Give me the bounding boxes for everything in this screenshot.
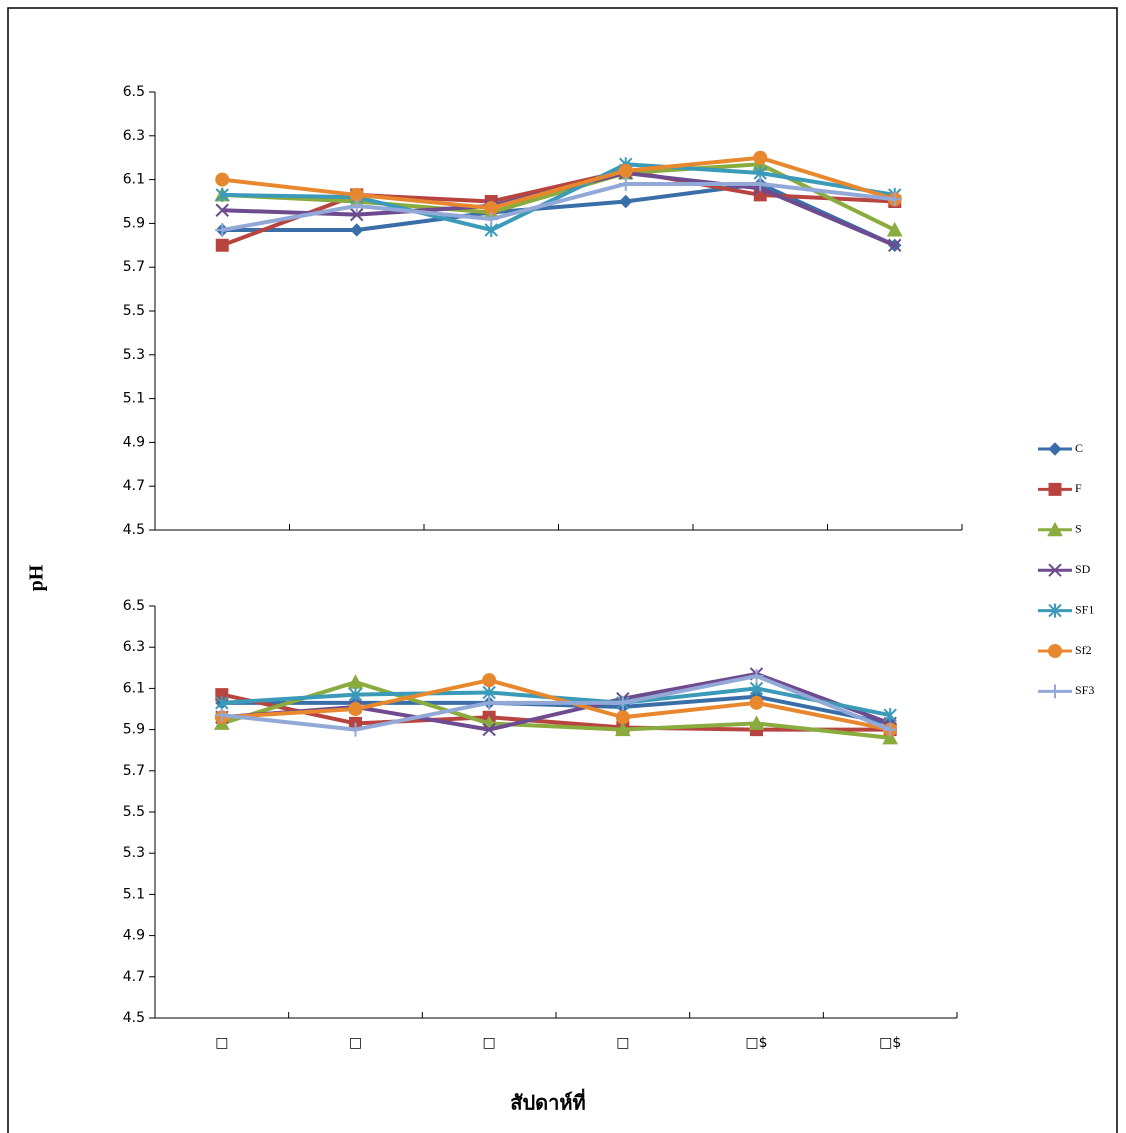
series-line (221, 680, 891, 740)
point (215, 238, 229, 252)
point (883, 708, 897, 723)
y-tick-label: 4.5 (123, 1010, 145, 1026)
point (215, 172, 230, 187)
y-tick-label: 5.7 (123, 259, 145, 275)
legend-label: S (1075, 522, 1082, 536)
point (350, 207, 364, 222)
point (349, 198, 364, 213)
point (749, 681, 764, 696)
legend-label: SF1 (1075, 602, 1094, 616)
point (214, 708, 229, 723)
point (484, 212, 499, 227)
x-axis-label: สัปดาห์ที่ (510, 1088, 586, 1115)
point (348, 722, 363, 737)
point (482, 722, 496, 737)
legend-marker (1047, 521, 1063, 537)
point (215, 695, 229, 710)
legend-marker (1048, 482, 1062, 496)
x-tick-label: □ (349, 1035, 362, 1051)
y-tick-label: 4.9 (123, 928, 145, 944)
point (350, 223, 364, 237)
point (484, 201, 499, 216)
y-tick-label: 6.5 (123, 598, 145, 614)
y-axis-label: pH (26, 564, 48, 591)
series-line (221, 678, 891, 732)
point (749, 669, 764, 684)
point (482, 695, 497, 710)
point (882, 729, 899, 745)
point (888, 238, 902, 253)
legend-label: C (1075, 441, 1083, 455)
legend-label: SD (1075, 562, 1091, 576)
point (618, 176, 633, 191)
legend-marker (1048, 644, 1062, 658)
point (482, 673, 497, 688)
series-line (221, 692, 891, 732)
y-tick-label: 6.3 (123, 639, 145, 655)
x-tick-label: □ (483, 1035, 496, 1051)
point (618, 163, 633, 178)
x-tick-label: □ (616, 1035, 629, 1051)
y-tick-label: 5.5 (123, 804, 145, 820)
legend-label: Sf2 (1075, 643, 1092, 657)
y-tick-label: 5.7 (123, 763, 145, 779)
point (753, 150, 768, 165)
series-line (221, 694, 891, 726)
legend-marker (1048, 442, 1062, 456)
y-tick-label: 4.9 (123, 434, 145, 450)
y-tick-label: 5.3 (123, 347, 145, 363)
legend-marker (1048, 684, 1062, 699)
legend-marker (1048, 603, 1062, 618)
point (615, 695, 630, 710)
x-tick-label: □$ (879, 1035, 901, 1051)
point (215, 203, 229, 217)
point (348, 702, 363, 716)
y-tick-label: 5.1 (123, 886, 145, 902)
point (887, 192, 902, 207)
point (619, 194, 633, 209)
legend-label: F (1075, 481, 1082, 495)
series-line (221, 181, 895, 232)
point (883, 722, 898, 737)
y-tick-label: 5.1 (123, 391, 145, 407)
point (215, 187, 229, 202)
point (349, 187, 364, 202)
point (748, 715, 765, 730)
legend-marker (1048, 563, 1062, 577)
x-tick-label: □ (215, 1035, 228, 1051)
y-tick-label: 4.7 (123, 969, 145, 985)
frame (7, 7, 1118, 1133)
y-tick-label: 6.1 (123, 680, 145, 696)
x-tick-label: □$ (745, 1035, 767, 1051)
point (348, 687, 363, 702)
y-tick-label: 6.5 (123, 84, 145, 100)
y-tick-label: 4.7 (123, 478, 145, 494)
y-tick-label: 5.9 (123, 215, 145, 231)
point (215, 222, 230, 237)
point (615, 710, 630, 725)
y-tick-label: 4.5 (123, 522, 145, 538)
point (614, 721, 631, 737)
series-line (222, 155, 896, 211)
point (749, 695, 764, 710)
y-tick-label: 5.5 (123, 303, 145, 319)
point (886, 221, 903, 237)
y-tick-label: 5.9 (123, 722, 145, 738)
y-tick-label: 6.1 (123, 172, 145, 188)
y-tick-label: 6.3 (123, 128, 145, 144)
legend-label: SF3 (1075, 683, 1094, 697)
series-line (221, 674, 891, 732)
point (753, 176, 768, 191)
series-line (222, 162, 896, 232)
y-tick-label: 5.3 (123, 845, 145, 861)
